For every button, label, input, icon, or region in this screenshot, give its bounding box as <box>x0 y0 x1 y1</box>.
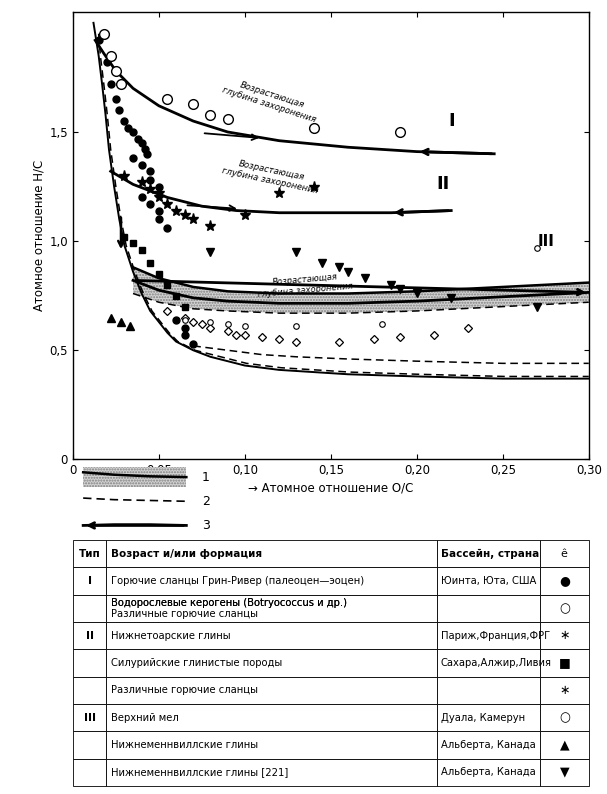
Text: Париж,Франция,ФРГ: Париж,Франция,ФРГ <box>441 630 550 641</box>
Bar <box>73 622 106 649</box>
Bar <box>106 759 436 786</box>
Bar <box>73 567 106 595</box>
Bar <box>540 731 589 759</box>
Bar <box>540 676 589 704</box>
Bar <box>106 704 436 731</box>
Bar <box>540 595 589 622</box>
Text: Возрастающая
глубина захоронения: Возрастающая глубина захоронения <box>220 156 320 195</box>
Bar <box>436 622 540 649</box>
Bar <box>540 540 589 567</box>
Bar <box>73 540 106 567</box>
X-axis label: → Атомное отношение O/C: → Атомное отношение O/C <box>248 481 413 495</box>
Text: II: II <box>86 630 93 641</box>
Text: 3: 3 <box>202 519 209 532</box>
Text: ●: ● <box>559 575 570 588</box>
Bar <box>436 595 540 622</box>
Bar <box>106 595 436 622</box>
Bar <box>540 649 589 676</box>
Text: ○: ○ <box>559 602 570 615</box>
Bar <box>73 731 106 759</box>
Bar <box>436 759 540 786</box>
Text: Альберта, Канада: Альберта, Канада <box>441 767 535 777</box>
Text: Водорослевые керогены (Botryococcus и др.): Водорослевые керогены (Botryococcus и др… <box>110 599 347 608</box>
Bar <box>540 759 589 786</box>
Text: III: III <box>537 233 554 249</box>
Text: II: II <box>436 175 449 194</box>
Text: ∗: ∗ <box>559 629 569 642</box>
Bar <box>73 704 106 731</box>
Bar <box>436 540 540 567</box>
Text: Различные горючие сланцы: Различные горючие сланцы <box>110 609 257 619</box>
Text: Возраст и/или формация: Возраст и/или формация <box>110 549 262 559</box>
Text: I: I <box>87 576 92 586</box>
Bar <box>106 622 436 649</box>
Text: Силурийские глинистые породы: Силурийские глинистые породы <box>110 658 282 668</box>
Text: ■: ■ <box>558 657 570 669</box>
Bar <box>540 622 589 649</box>
Text: Альберта, Канада: Альберта, Канада <box>441 740 535 750</box>
Text: ▼: ▼ <box>560 766 569 779</box>
Text: Возрастающая
глубина захоронения: Возрастающая глубина захоронения <box>221 76 320 125</box>
Bar <box>106 731 436 759</box>
Bar <box>540 704 589 731</box>
Text: 2: 2 <box>202 495 209 508</box>
Text: ê: ê <box>561 549 568 559</box>
Bar <box>106 567 436 595</box>
Text: Нижнеменнвиллские глины [221]: Нижнеменнвиллские глины [221] <box>110 767 288 777</box>
Bar <box>436 704 540 731</box>
Text: ▲: ▲ <box>560 738 569 752</box>
Text: Дуала, Камерун: Дуала, Камерун <box>441 713 525 723</box>
FancyBboxPatch shape <box>83 468 186 487</box>
Bar <box>73 759 106 786</box>
Bar <box>106 649 436 676</box>
Text: Сахара,Алжир,Ливия: Сахара,Алжир,Ливия <box>441 658 552 668</box>
Text: ∗: ∗ <box>559 684 569 697</box>
Bar <box>436 567 540 595</box>
Text: Возрастающая
глубина захоронения: Возрастающая глубина захоронения <box>257 271 353 299</box>
Text: Различные горючие сланцы: Различные горючие сланцы <box>110 685 257 696</box>
Text: Горючие сланцы Грин-Ривер (палеоцен—эоцен): Горючие сланцы Грин-Ривер (палеоцен—эоце… <box>110 576 364 586</box>
Bar <box>73 649 106 676</box>
Bar <box>73 595 106 622</box>
Bar <box>106 676 436 704</box>
Text: 1: 1 <box>202 471 209 484</box>
Text: III: III <box>84 713 96 723</box>
Text: Верхний мел: Верхний мел <box>110 713 178 723</box>
Text: Водорослевые керогены (Botryococcus и др.): Водорослевые керогены (Botryococcus и др… <box>110 599 347 608</box>
Text: Нижнеменнвиллские глины: Нижнеменнвиллские глины <box>110 740 257 750</box>
Text: Бассейн, страна: Бассейн, страна <box>441 549 539 559</box>
Text: Тип: Тип <box>79 549 101 559</box>
Bar <box>540 567 589 595</box>
Bar <box>106 540 436 567</box>
Bar <box>73 676 106 704</box>
Bar <box>436 731 540 759</box>
Text: ○: ○ <box>559 711 570 724</box>
Bar <box>436 649 540 676</box>
Text: Нижнетоарские глины: Нижнетоарские глины <box>110 630 230 641</box>
Bar <box>436 676 540 704</box>
Text: I: I <box>448 112 455 130</box>
Text: Юинта, Юта, США: Юинта, Юта, США <box>441 576 536 586</box>
Y-axis label: Атомное отношение H/C: Атомное отношение H/C <box>32 160 45 311</box>
